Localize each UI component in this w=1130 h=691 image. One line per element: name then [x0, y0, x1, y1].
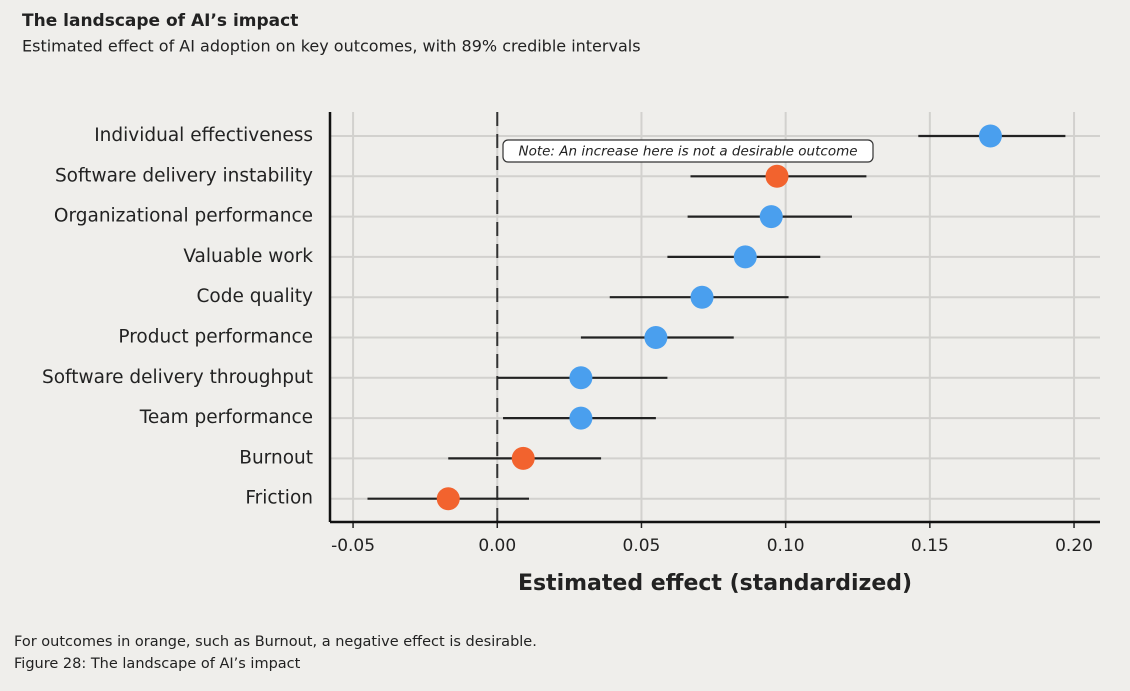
caption: Figure 28: The landscape of AI’s impact [14, 656, 301, 672]
y-tick-label: Product performance [118, 327, 313, 348]
y-tick-label: Software delivery instability [55, 165, 313, 186]
y-tick-label: Code quality [196, 286, 313, 307]
chart-title: The landscape of AI’s impact [22, 11, 298, 31]
x-tick-label: 0.10 [767, 536, 805, 556]
point [569, 366, 593, 390]
annotation: Note: An increase here is not a desirabl… [518, 144, 857, 160]
y-tick-label: Organizational performance [54, 206, 313, 227]
chart-subtitle: Estimated effect of AI adoption on key o… [22, 37, 641, 56]
point [644, 326, 668, 349]
x-axis-label: Estimated effect (standardized) [518, 571, 912, 596]
x-tick-label: -0.05 [331, 536, 375, 556]
point [733, 245, 757, 269]
x-tick-label: 0.00 [478, 536, 516, 556]
point [511, 446, 535, 470]
point [765, 164, 789, 188]
point [569, 406, 593, 430]
y-tick-label: Burnout [239, 447, 313, 468]
footnote: For outcomes in orange, such as Burnout,… [14, 634, 537, 650]
y-tick-label: Friction [245, 488, 313, 509]
x-tick-label: 0.15 [911, 536, 949, 556]
y-tick-label: Software delivery throughput [42, 367, 313, 388]
point [978, 124, 1002, 148]
point [436, 487, 460, 511]
point [759, 205, 783, 229]
point [690, 285, 714, 309]
annotation-box [502, 139, 874, 163]
y-tick-label: Team performance [139, 407, 313, 428]
y-tick-label: Valuable work [183, 246, 313, 267]
x-tick-label: 0.20 [1055, 536, 1093, 556]
x-tick-label: 0.05 [623, 536, 661, 556]
y-tick-label: Individual effectiveness [94, 125, 313, 146]
